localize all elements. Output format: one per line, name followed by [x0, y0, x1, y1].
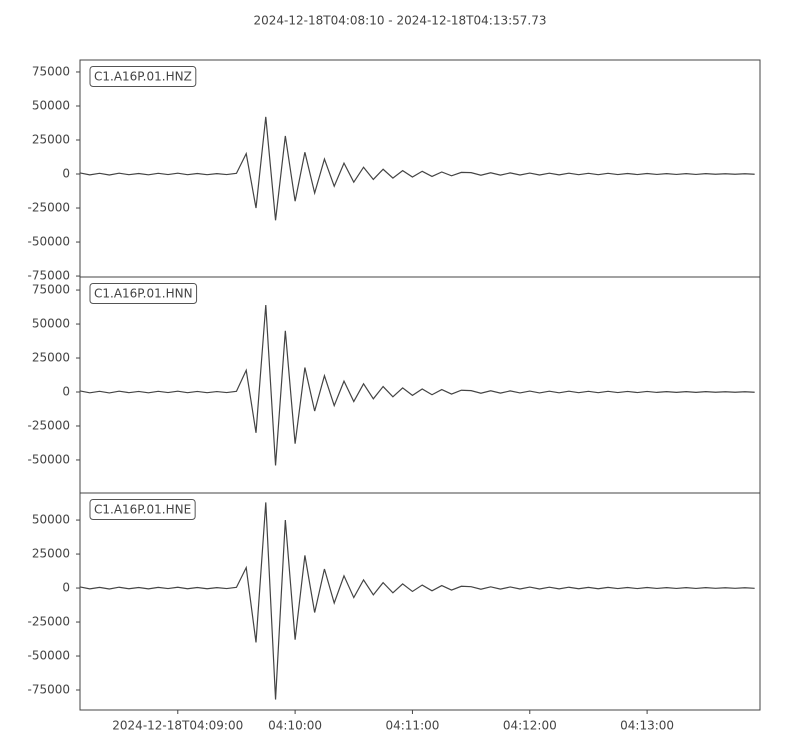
y-tick-label: 25000	[32, 351, 70, 365]
trace-label-box	[89, 499, 196, 520]
axes-frame	[79, 59, 761, 278]
waveform	[79, 304, 755, 466]
y-tick-label: -50000	[27, 452, 70, 466]
chart-title: 2024-12-18T04:08:10 - 2024-12-18T04:13:5…	[254, 14, 547, 28]
x-tick-label: 04:10:00	[268, 719, 322, 733]
y-tick-label: 75000	[32, 283, 70, 297]
y-tick-label: 0	[62, 581, 70, 595]
y-tick-label: 0	[62, 385, 70, 399]
trace-label: C1.A16P.01.HNZ	[94, 70, 192, 84]
y-tick-label: -25000	[27, 615, 70, 629]
y-tick-label: -25000	[27, 418, 70, 432]
trace-label-box	[89, 283, 198, 304]
y-tick-label: -50000	[27, 649, 70, 663]
y-tick-label: 25000	[32, 547, 70, 561]
y-tick-label: -75000	[27, 683, 70, 697]
y-tick-label: -75000	[27, 269, 70, 283]
waveform	[79, 502, 755, 700]
trace-label: C1.A16P.01.HNN	[94, 287, 193, 301]
y-tick-label: 25000	[32, 132, 70, 146]
x-tick-label: 04:12:00	[503, 719, 557, 733]
y-tick-label: 0	[62, 167, 70, 181]
y-tick-label: -50000	[27, 235, 70, 249]
x-tick-label: 04:13:00	[620, 719, 674, 733]
waveform	[79, 116, 755, 221]
trace-label-box	[89, 66, 197, 87]
trace-label: C1.A16P.01.HNE	[94, 503, 191, 517]
y-tick-label: 75000	[32, 64, 70, 78]
x-tick-label: 2024-12-18T04:09:00	[112, 719, 243, 733]
axes-frame	[79, 492, 761, 711]
y-tick-label: 50000	[32, 98, 70, 112]
y-tick-label: -25000	[27, 201, 70, 215]
y-tick-label: 50000	[32, 317, 70, 331]
y-tick-label: 50000	[32, 513, 70, 527]
axes-frame	[79, 276, 761, 494]
x-tick-label: 04:11:00	[385, 719, 439, 733]
